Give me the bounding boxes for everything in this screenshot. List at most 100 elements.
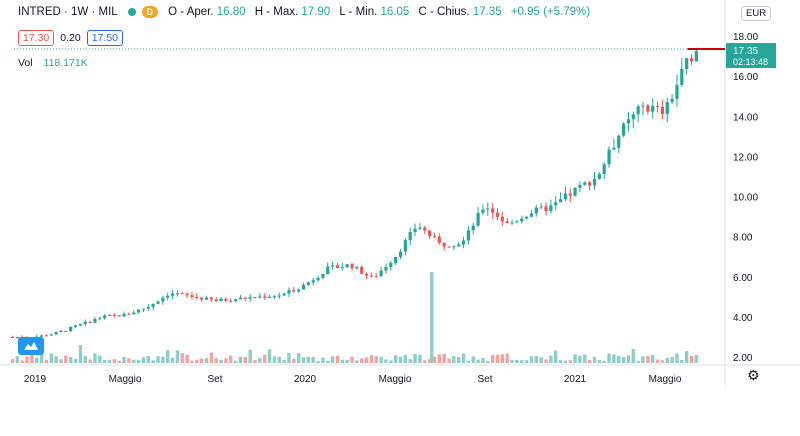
candle [350, 264, 354, 269]
volume-bar [64, 355, 68, 363]
candle [311, 280, 315, 283]
volume-bar [282, 359, 286, 363]
volume-bar [554, 350, 558, 363]
volume-bar [287, 352, 291, 363]
volume-bar [670, 357, 674, 363]
volume-bar [529, 356, 534, 363]
volume-bar [326, 360, 330, 363]
volume-bar [621, 356, 626, 363]
x-tick-label: 2021 [564, 374, 587, 385]
currency-button[interactable]: EUR [741, 6, 772, 21]
candle [675, 84, 679, 99]
volume-bar [471, 356, 475, 363]
volume-bar [151, 360, 155, 363]
volume-spike-bar [430, 272, 434, 363]
volume-bar [461, 353, 466, 363]
volume-bar [631, 349, 635, 363]
candle [471, 225, 475, 231]
volume-bar [612, 354, 616, 363]
volume-bar [190, 360, 194, 363]
candle [107, 314, 112, 316]
volume-bar [665, 357, 669, 363]
candle [49, 334, 53, 336]
volume-bar [510, 359, 514, 363]
ask-price[interactable]: 17.50 [86, 30, 123, 46]
y-tick-label: 4.00 [733, 313, 753, 324]
volume-bar [636, 360, 640, 363]
candle [243, 297, 247, 299]
volume-bar [655, 359, 660, 363]
candle [379, 270, 383, 277]
candle [64, 330, 68, 332]
volume-bar [78, 345, 83, 363]
candle [156, 301, 160, 304]
candle [525, 216, 529, 219]
volume-bar [98, 355, 102, 363]
candle [568, 193, 572, 196]
candle [529, 213, 534, 217]
candle [267, 296, 272, 298]
candle [583, 182, 587, 185]
volume-bar [263, 354, 267, 363]
candle [59, 330, 63, 333]
candle [345, 264, 349, 268]
y-tick-label: 14.00 [733, 112, 758, 123]
countdown-label: 02:13:48 [733, 57, 768, 67]
candle [321, 274, 325, 278]
volume-bar [355, 360, 359, 363]
candle [200, 297, 204, 300]
high-label: H - Max. [254, 6, 299, 18]
candle [209, 297, 213, 300]
gear-icon[interactable]: ⚙ [747, 367, 760, 383]
volume-bar [335, 355, 340, 363]
volume-bar [520, 360, 524, 363]
volume-bar [684, 351, 689, 363]
volume-bar [466, 360, 471, 363]
symbol-title[interactable]: INTRED · 1W · MIL [18, 6, 118, 18]
volume-bar [680, 360, 684, 363]
candle [326, 266, 330, 275]
candle [588, 182, 592, 186]
volume-bar [573, 354, 577, 363]
candle [539, 206, 543, 208]
candle [631, 114, 635, 120]
candle [452, 246, 456, 248]
tradingview-logo-icon[interactable] [18, 337, 44, 355]
volume-bar [15, 356, 20, 363]
chart-legend: INTRED · 1W · MIL D O - Aper. 16.80 H - … [18, 6, 596, 18]
volume-bar [321, 357, 325, 363]
y-tick-label: 10.00 [733, 193, 758, 204]
volume-bar [393, 355, 398, 363]
volume-bar [340, 359, 344, 363]
candle [306, 282, 310, 285]
candle [272, 296, 276, 298]
candle [573, 187, 577, 196]
candle [112, 314, 116, 316]
candle [486, 208, 490, 210]
status-dot-icon [127, 8, 136, 16]
candle [170, 293, 175, 296]
candle [423, 227, 427, 231]
bid-price[interactable]: 17.30 [18, 30, 55, 46]
volume-bar [25, 356, 29, 363]
candle [626, 119, 631, 124]
volume-bar [30, 353, 34, 363]
candle [481, 209, 485, 213]
y-tick-label: 8.00 [733, 233, 753, 244]
candle [403, 240, 407, 252]
volume-bar [602, 360, 606, 363]
volume-bar [437, 354, 441, 363]
volume-bar [442, 354, 446, 363]
volume-bar [117, 360, 121, 363]
y-tick-label: 6.00 [733, 273, 753, 284]
candle [398, 251, 403, 257]
volume-bar [495, 354, 500, 363]
volume-bar [39, 353, 44, 363]
candle [544, 206, 548, 212]
candle [127, 313, 131, 315]
volume-bar [568, 360, 572, 363]
volume-bar [272, 356, 277, 363]
volume-bar [248, 349, 252, 363]
volume-bar [505, 353, 509, 363]
